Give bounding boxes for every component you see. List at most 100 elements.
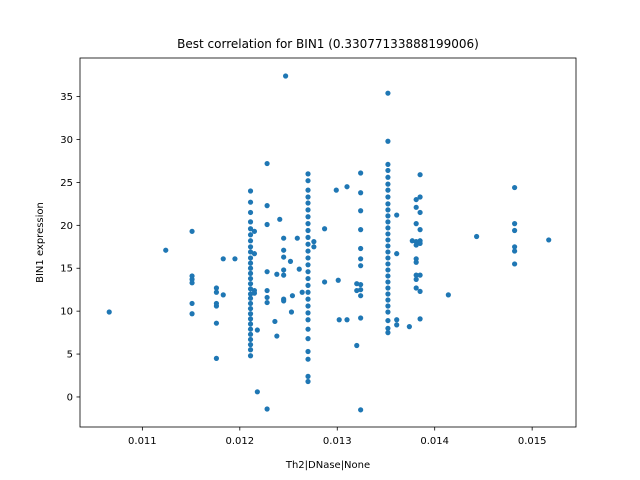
data-point — [385, 279, 391, 285]
data-point — [281, 254, 287, 260]
data-point — [274, 271, 280, 277]
data-point — [413, 221, 419, 227]
data-point — [354, 342, 360, 349]
data-point — [254, 327, 260, 333]
data-point — [247, 326, 254, 332]
data-point — [305, 241, 311, 247]
data-point — [385, 194, 391, 200]
y-tick-label: 35 — [60, 92, 73, 103]
x-tick-label: 0.012 — [225, 436, 254, 447]
data-point — [512, 248, 518, 254]
data-point — [283, 73, 289, 79]
data-point — [247, 316, 254, 322]
data-point — [305, 303, 311, 309]
data-point — [264, 269, 270, 275]
data-point — [413, 259, 419, 265]
data-point — [413, 272, 419, 278]
data-point — [247, 249, 254, 255]
data-point — [305, 296, 311, 302]
data-point — [305, 275, 311, 282]
data-point — [277, 216, 283, 222]
data-point — [385, 291, 391, 297]
data-point — [247, 219, 254, 225]
data-point — [305, 187, 311, 193]
data-point — [305, 262, 311, 268]
data-point — [305, 378, 311, 385]
data-point — [336, 317, 342, 323]
data-point — [385, 255, 391, 261]
data-point — [385, 138, 391, 144]
data-point — [311, 244, 317, 250]
data-point — [305, 207, 311, 213]
data-point — [254, 389, 260, 395]
data-point — [251, 228, 258, 234]
data-point — [189, 300, 195, 307]
data-point — [251, 290, 258, 296]
data-point — [358, 208, 364, 214]
x-tick-label: 0.014 — [420, 436, 449, 447]
data-point — [189, 311, 195, 317]
data-point — [247, 260, 254, 266]
data-point — [220, 292, 226, 298]
data-point — [305, 234, 311, 240]
data-point — [394, 322, 400, 328]
data-point — [385, 225, 391, 231]
data-point — [294, 235, 300, 241]
data-point — [358, 287, 364, 293]
x-tick-label: 0.015 — [518, 436, 547, 447]
data-point — [305, 348, 311, 355]
data-point — [385, 201, 391, 207]
data-point — [305, 227, 311, 234]
data-point — [305, 248, 311, 254]
data-point — [335, 277, 341, 283]
data-point — [358, 245, 364, 252]
data-point — [281, 247, 287, 253]
data-point — [385, 161, 391, 168]
data-point — [264, 287, 270, 294]
data-point — [512, 227, 518, 234]
data-point — [512, 244, 518, 250]
data-point — [247, 270, 254, 276]
data-point — [305, 171, 311, 177]
data-point — [385, 309, 391, 315]
data-point — [213, 355, 220, 361]
data-point — [358, 227, 364, 233]
y-tick-label: 0 — [67, 392, 73, 403]
data-point — [247, 305, 254, 312]
data-point — [546, 237, 552, 243]
data-point — [247, 286, 254, 292]
data-point — [220, 256, 226, 262]
data-point — [264, 160, 270, 167]
data-point — [247, 265, 254, 271]
data-point — [385, 231, 391, 237]
data-point — [321, 279, 328, 285]
data-point — [394, 212, 400, 218]
data-point — [289, 293, 296, 299]
data-point — [264, 294, 270, 301]
data-point — [247, 199, 254, 205]
data-point — [385, 181, 391, 187]
data-point — [296, 266, 302, 272]
data-point — [445, 292, 451, 298]
data-point — [247, 336, 254, 343]
data-point — [321, 226, 328, 232]
data-point — [264, 203, 270, 209]
data-point — [163, 247, 169, 253]
x-axis-ticks: 0.011 0.012 0.013 0.014 0.015 — [128, 427, 546, 447]
data-point — [409, 238, 415, 244]
data-point — [247, 226, 254, 232]
data-point — [385, 303, 391, 309]
y-tick-label: 25 — [60, 178, 73, 189]
data-point — [305, 317, 311, 323]
data-point — [413, 204, 419, 210]
data-point — [406, 324, 412, 330]
x-axis-label: Th2|DNase|None — [285, 460, 370, 471]
data-point — [385, 187, 391, 193]
data-point — [247, 255, 254, 261]
data-point — [272, 318, 278, 325]
y-tick-label: 15 — [60, 264, 73, 275]
data-point — [189, 280, 195, 286]
data-point — [413, 285, 419, 291]
